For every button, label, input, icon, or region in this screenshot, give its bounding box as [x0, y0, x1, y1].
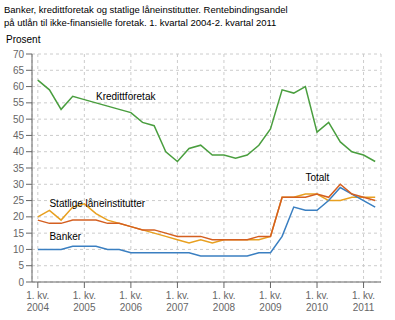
svg-text:Totalt: Totalt — [305, 172, 329, 183]
svg-text:35: 35 — [13, 163, 25, 174]
svg-text:45: 45 — [13, 130, 25, 141]
svg-text:60: 60 — [13, 81, 25, 92]
svg-text:0: 0 — [18, 277, 24, 288]
svg-text:10: 10 — [13, 244, 25, 255]
svg-text:30: 30 — [13, 179, 25, 190]
html-text:på utlån til ikke-finansielle: på utlån til ikke-finansielle foretak. 1… — [4, 17, 277, 28]
html-text:Prosent: Prosent — [6, 34, 41, 45]
svg-text:5: 5 — [18, 260, 24, 271]
svg-text:Banker: Banker — [49, 231, 81, 242]
svg-text:1. kv.2006: 1. kv.2006 — [119, 290, 142, 313]
svg-text:65: 65 — [13, 65, 25, 76]
svg-text:Statlige låneinstitutter: Statlige låneinstitutter — [49, 198, 145, 209]
svg-text:50: 50 — [13, 114, 25, 125]
svg-text:1. kv.2008: 1. kv.2008 — [212, 290, 235, 313]
svg-text:Kredittforetak: Kredittforetak — [96, 91, 156, 102]
svg-text:15: 15 — [13, 228, 25, 239]
svg-text:1. kv.2009: 1. kv.2009 — [259, 290, 282, 313]
svg-text:25: 25 — [13, 195, 25, 206]
svg-text:1. kv.2011: 1. kv.2011 — [352, 290, 375, 313]
html-text:Banker, kredittforetak og stat: Banker, kredittforetak og statlige lånei… — [4, 4, 288, 15]
svg-text:1. kv.2007: 1. kv.2007 — [166, 290, 189, 313]
svg-text:1. kv.2004: 1. kv.2004 — [26, 290, 49, 313]
svg-text:70: 70 — [13, 49, 25, 60]
svg-text:55: 55 — [13, 97, 25, 108]
svg-text:1. kv.2005: 1. kv.2005 — [73, 290, 96, 313]
svg-text:20: 20 — [13, 211, 25, 222]
svg-text:1. kv.2010: 1. kv.2010 — [305, 290, 328, 313]
svg-text:40: 40 — [13, 146, 25, 157]
